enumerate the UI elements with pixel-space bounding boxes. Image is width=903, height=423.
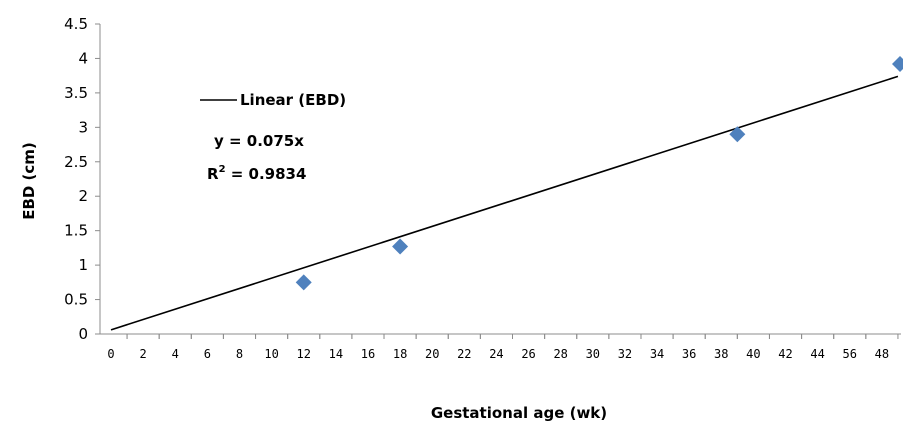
x-tick-label: 0 — [107, 347, 114, 361]
data-point — [892, 55, 903, 72]
y-tick-label: 4 — [78, 49, 88, 67]
x-tick-label: 10 — [264, 347, 278, 361]
x-tick-label: 56 — [843, 347, 857, 361]
x-tick-label: 32 — [618, 347, 632, 361]
y-tick-label: 3.5 — [64, 84, 88, 102]
trendline-equation: y = 0.075x — [214, 132, 304, 150]
data-point — [392, 238, 409, 255]
x-tick-label: 18 — [393, 347, 407, 361]
trendline — [110, 75, 899, 331]
data-point — [729, 126, 746, 143]
r2-superscript: 2 — [219, 164, 226, 175]
x-tick-label: 14 — [329, 347, 343, 361]
x-tick-label: 26 — [521, 347, 535, 361]
x-tick-label: 48 — [875, 347, 889, 361]
x-tick-label: 42 — [778, 347, 792, 361]
x-tick-label: 12 — [296, 347, 310, 361]
x-tick-label: 20 — [425, 347, 439, 361]
y-tick-label: 3 — [78, 118, 88, 136]
legend: Linear (EBD) — [200, 91, 346, 109]
x-tick-label: 30 — [586, 347, 600, 361]
legend-label: Linear (EBD) — [240, 91, 346, 109]
x-tick-label: 16 — [361, 347, 375, 361]
x-tick-label: 24 — [489, 347, 503, 361]
x-axis-title: Gestational age (wk) — [431, 404, 607, 422]
y-tick-label: 4.5 — [64, 15, 88, 33]
x-tick-label: 6 — [204, 347, 211, 361]
y-tick-label: 1 — [78, 256, 88, 274]
x-tick-label: 28 — [553, 347, 567, 361]
r2-prefix: R — [207, 165, 219, 183]
x-axis-ticks: 0 2 4 6 8 10 12 14 16 18 20 22 24 26 28 30 32 34 36 38 40 42 4… — [107, 334, 899, 361]
x-tick-label: 8 — [236, 347, 243, 361]
x-tick-label: 4 — [172, 347, 179, 361]
x-tick-label: 38 — [714, 347, 728, 361]
x-tick-label: 40 — [746, 347, 760, 361]
y-tick-label: 1.5 — [64, 222, 88, 240]
r2-value: = 0.9834 — [226, 165, 307, 183]
y-tick-label: 0.5 — [64, 291, 88, 309]
x-tick-label: 22 — [457, 347, 471, 361]
data-points — [295, 55, 903, 291]
x-tick-label: 2 — [140, 347, 147, 361]
x-tick-label: 36 — [682, 347, 696, 361]
y-tick-label: 2 — [78, 187, 88, 205]
y-axis-ticks: 0 0.5 1 1.5 2 2.5 3 3.5 4 4.5 — [64, 15, 100, 343]
x-tick-label: 44 — [810, 347, 824, 361]
y-tick-label: 0 — [78, 325, 88, 343]
y-tick-label: 2.5 — [64, 153, 88, 171]
data-point — [295, 274, 312, 291]
y-axis-title: EBD (cm) — [20, 142, 38, 220]
x-tick-label: 34 — [650, 347, 664, 361]
trendline-r-squared: R2 = 0.9834 — [207, 164, 306, 183]
